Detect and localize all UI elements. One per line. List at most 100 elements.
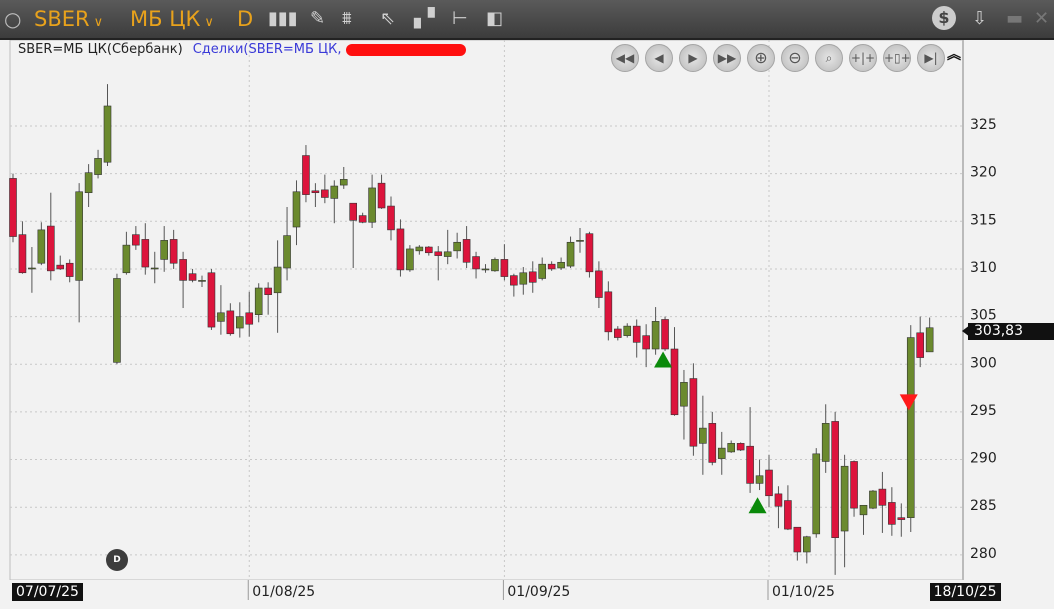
dollar-icon[interactable]: $ <box>932 6 956 30</box>
compress-button[interactable]: +|+ <box>849 44 877 72</box>
zoom-in-button[interactable]: ⊕ <box>747 44 775 72</box>
candle-up <box>198 280 206 282</box>
candle-up <box>812 453 821 535</box>
candle-up <box>217 312 225 322</box>
candle-up <box>28 267 36 270</box>
candle-up <box>254 287 263 315</box>
candle-down <box>632 325 641 343</box>
step-forward-button[interactable]: ▶ <box>679 44 707 72</box>
candle-up <box>150 267 159 270</box>
go-last-button[interactable]: ▶| <box>917 44 945 72</box>
y-tick-label: 305 <box>970 308 997 324</box>
minimize-icon[interactable]: ▬ <box>1006 8 1024 29</box>
candle-down <box>141 239 150 268</box>
close-icon[interactable]: ✕ <box>1034 8 1050 29</box>
y-tick-label: 315 <box>970 212 997 228</box>
candle-up <box>925 327 934 353</box>
levels-icon[interactable]: ⊢ <box>452 8 468 29</box>
candles-icon[interactable]: ▮▮▮ <box>268 8 298 29</box>
candle-down <box>349 202 358 221</box>
ticker-label: SBER <box>34 7 90 31</box>
interval-selector[interactable]: D <box>237 7 254 31</box>
candle-down <box>888 502 896 525</box>
candle-up <box>37 229 46 264</box>
candle-up <box>273 266 282 294</box>
collapse-icon[interactable]: ︽ <box>947 47 961 63</box>
candle-down <box>358 215 367 223</box>
candle-down <box>547 263 556 270</box>
candle-up <box>283 235 291 269</box>
redaction-mark <box>345 43 466 56</box>
candle-up <box>727 443 736 453</box>
candle-up <box>415 246 424 252</box>
circle-icon[interactable]: ○ <box>4 7 22 31</box>
expand-button[interactable]: +▯+ <box>883 44 911 72</box>
candle-up <box>160 240 168 260</box>
candle-up <box>339 179 348 186</box>
candle-down <box>774 493 783 507</box>
candle-up <box>680 382 688 407</box>
candle-up <box>330 185 339 199</box>
candle-down <box>46 225 55 272</box>
plot-area <box>9 39 964 581</box>
candle-down <box>56 264 65 270</box>
candle-up <box>840 465 849 532</box>
candle-up <box>755 475 764 484</box>
candle-down <box>377 182 386 209</box>
deals-label: Сделки(SBER=МБ ЦК, <box>192 42 342 57</box>
buy-marker <box>654 351 673 368</box>
forward-fast-button[interactable]: ▶▶ <box>713 44 741 72</box>
candle-down <box>793 526 802 553</box>
candle-down <box>472 256 480 270</box>
candle-up <box>292 191 301 228</box>
candle-down <box>245 312 254 325</box>
candle-down <box>689 378 698 447</box>
download-icon[interactable]: ⇩ <box>972 8 988 29</box>
candle-down <box>424 246 433 254</box>
board-selector[interactable]: МБ ЦК ∨ <box>130 5 214 37</box>
candle-down <box>387 205 395 231</box>
rewind-fast-button[interactable]: ◀◀ <box>611 44 639 72</box>
candle-up <box>802 536 811 553</box>
candle-down <box>396 228 405 271</box>
candle-down <box>500 259 509 277</box>
board-label: МБ ЦК <box>130 7 201 31</box>
candle-down <box>302 155 310 195</box>
zoom-fit-button[interactable]: ⌕ <box>815 44 843 72</box>
candle-down <box>878 488 887 506</box>
candle-up <box>443 251 452 257</box>
trades-icon[interactable]: ◧ <box>486 8 504 29</box>
candle-up <box>519 272 528 285</box>
candle-down <box>784 500 792 530</box>
ticker-selector[interactable]: SBER ∨ <box>34 5 103 37</box>
candle-up <box>717 447 726 459</box>
cursor-icon[interactable]: ⇖ <box>380 8 396 29</box>
y-tick-label: 295 <box>970 403 997 419</box>
candle-down <box>169 239 178 264</box>
candle-down <box>670 348 679 416</box>
candle-down <box>321 189 329 198</box>
sell-marker <box>899 394 918 411</box>
candle-up <box>538 263 547 279</box>
candle-down <box>264 287 272 295</box>
candle-up <box>406 248 414 271</box>
candle-down <box>188 273 197 281</box>
x-tick-label: 01/10/25 <box>772 584 835 600</box>
orderbook-icon[interactable]: ▖▘ <box>414 8 442 29</box>
candle-up <box>906 337 915 518</box>
candle-up <box>859 504 868 516</box>
buy-marker <box>748 497 767 514</box>
candle-down <box>746 445 754 484</box>
zoom-out-button[interactable]: ⊖ <box>781 44 809 72</box>
pencil-icon[interactable]: ✎ <box>310 8 326 29</box>
y-tick-label: 290 <box>970 451 997 467</box>
step-back-button[interactable]: ◀ <box>645 44 673 72</box>
dividend-badge[interactable]: D <box>106 549 128 571</box>
chart-legend: SBER=МБ ЦК(Сбербанк) Сделки(SBER=МБ ЦК, <box>18 42 466 57</box>
indicator-icon[interactable]: ⩩ <box>342 8 352 29</box>
candle-down <box>462 239 471 263</box>
chart-toolbar: ○ SBER ∨ МБ ЦК ∨ D ▮▮▮ ✎ ⩩ ⇖ ▖▘ ⊢ ◧ $ ⇩ ▬ … <box>0 0 1054 40</box>
x-axis-area <box>0 580 1054 609</box>
candle-up <box>84 172 93 194</box>
